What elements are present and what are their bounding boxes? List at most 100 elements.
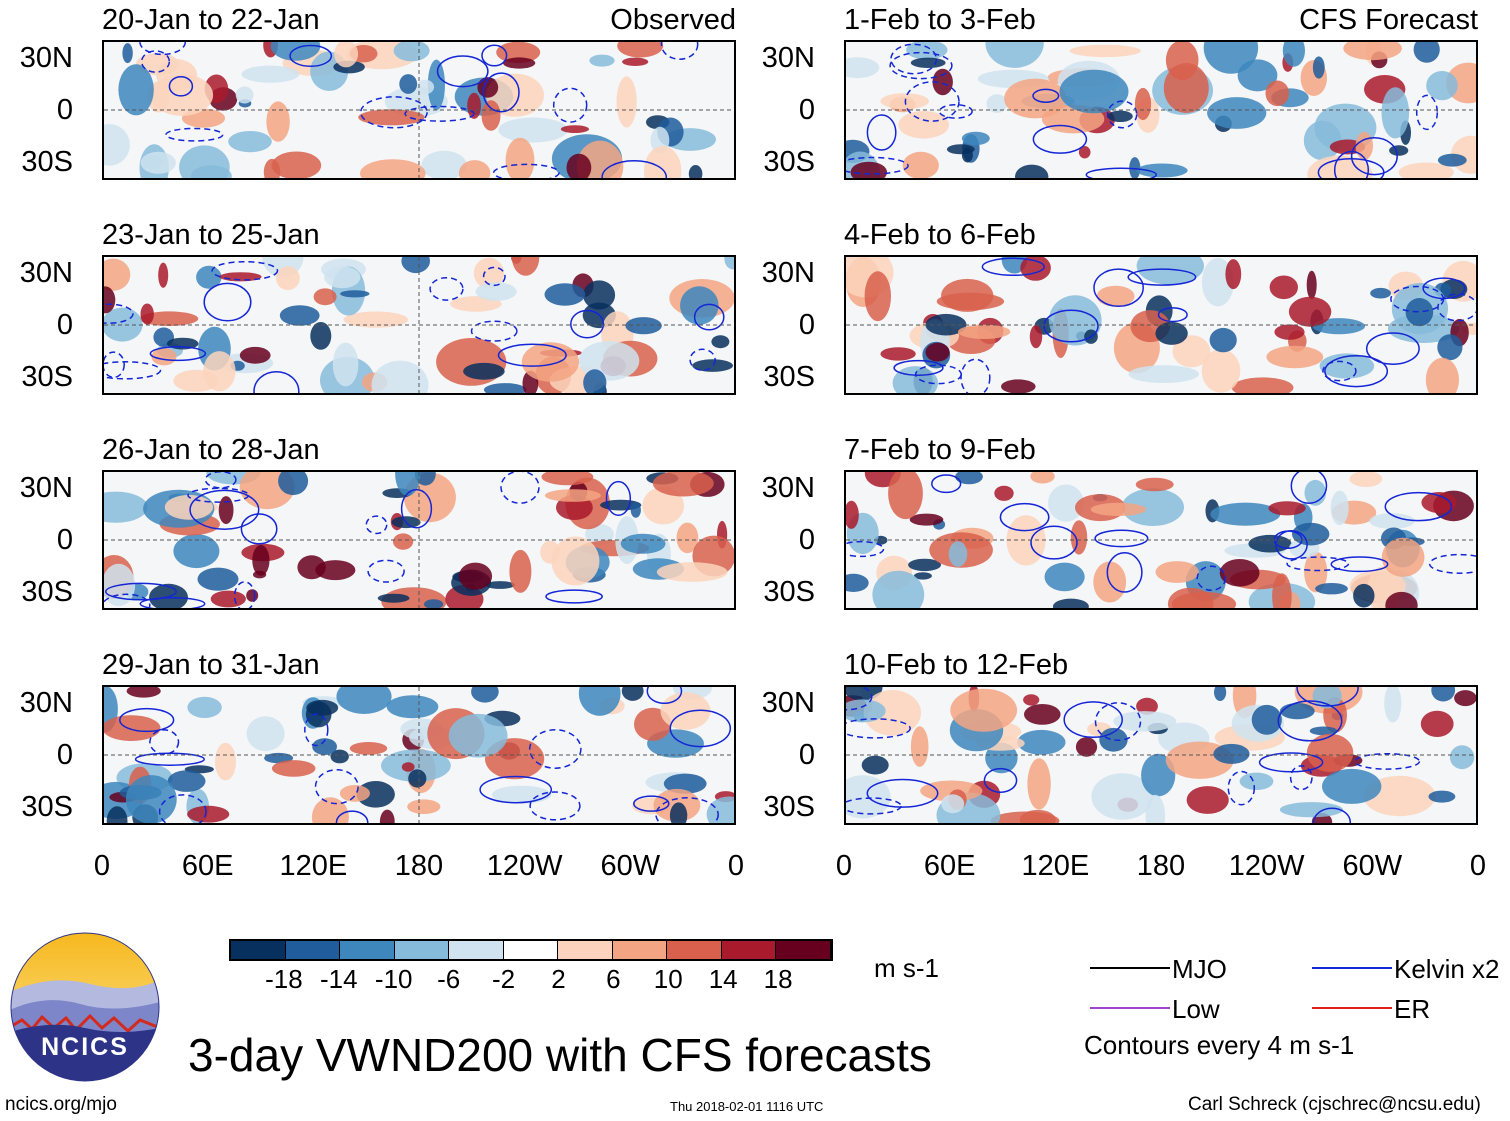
anomaly-blob: [496, 41, 541, 64]
anomaly-blob: [872, 570, 925, 619]
anomaly-blob: [1449, 745, 1475, 770]
anomaly-blob: [1266, 345, 1324, 369]
lat-label: 0: [798, 94, 815, 126]
anomaly-blob: [1306, 270, 1317, 300]
anomaly-blob: [1004, 78, 1067, 119]
anomaly-blob: [1369, 513, 1415, 529]
ncics-logo: [10, 932, 160, 1082]
anomaly-blob: [941, 278, 994, 312]
anomaly-blob: [241, 65, 300, 83]
anomaly-blob: [356, 781, 395, 808]
kelvin-contour: [240, 513, 278, 545]
lat-label: 0: [56, 94, 73, 126]
anomaly-blob: [680, 286, 719, 325]
kelvin-contour: [693, 303, 725, 331]
anomaly-blob: [711, 335, 730, 349]
anomaly-blob: [1024, 704, 1061, 725]
anomaly-blob: [473, 257, 504, 289]
anomaly-blob: [676, 522, 699, 554]
anomaly-blob: [551, 536, 600, 586]
kelvin-contour: [1384, 491, 1453, 522]
kelvin-contour: [102, 351, 125, 379]
anomaly-blob: [96, 258, 131, 291]
kelvin-contour: [1032, 88, 1060, 103]
anomaly-blob: [961, 131, 990, 146]
anomaly-blob: [436, 338, 507, 386]
anomaly-blob: [1001, 379, 1036, 394]
anomaly-blob: [1075, 737, 1098, 757]
lat-label: 30S: [21, 791, 73, 823]
anomaly-blob: [861, 755, 889, 775]
anomaly-blob: [1306, 733, 1354, 773]
anomaly-blob: [1096, 285, 1135, 307]
units-label: m s-1: [874, 953, 939, 983]
legend-label: Low: [1172, 994, 1220, 1024]
kelvin-contour: [1093, 268, 1144, 308]
kelvin-contour: [1258, 752, 1324, 773]
anomaly-blob: [407, 799, 441, 814]
anomaly-blob: [1078, 146, 1091, 159]
anomaly-blob: [844, 500, 859, 529]
anomaly-blob: [1029, 325, 1043, 349]
anomaly-blob: [125, 775, 177, 824]
colorbar-label: -2: [491, 964, 516, 994]
anomaly-blob: [1128, 365, 1199, 383]
lon-label: 120W: [486, 850, 563, 882]
kelvin-contour: [204, 470, 237, 489]
lat-label: 30N: [19, 257, 73, 289]
anomaly-blob: [541, 468, 594, 486]
colorbar-swatch: [285, 941, 341, 959]
anomaly-blob: [1413, 36, 1440, 63]
kelvin-contour: [1289, 765, 1313, 791]
anomaly-blob: [1330, 490, 1349, 526]
colorbar-label: 6: [606, 964, 621, 994]
kelvin-contour: [1277, 700, 1343, 742]
anomaly-blob: [1155, 321, 1188, 345]
anomaly-blob: [946, 144, 975, 155]
lon-label: 0: [727, 850, 745, 882]
anomaly-blob: [1274, 324, 1305, 340]
lat-label: 0: [56, 309, 73, 341]
anomaly-blob: [279, 305, 320, 326]
colorbar-label: -14: [320, 964, 358, 994]
anomaly-blob: [1135, 477, 1174, 492]
anomaly-blob: [140, 303, 154, 325]
anomaly-blob: [950, 688, 1018, 732]
anomaly-blob: [560, 125, 589, 133]
anomaly-blob: [1343, 36, 1402, 61]
anomaly-blob: [386, 695, 439, 719]
anomaly-blob: [330, 749, 349, 764]
lon-label: 60W: [1342, 850, 1403, 882]
anomaly-blob: [210, 590, 246, 608]
kelvin-contour: [1227, 770, 1256, 806]
anomaly-blob: [358, 109, 425, 126]
lat-label: 30N: [19, 42, 73, 74]
kelvin-contour: [889, 51, 953, 80]
anomaly-blob: [880, 347, 916, 361]
kelvin-contour: [1350, 137, 1398, 176]
anomaly-blob: [1069, 44, 1141, 58]
anomaly-blob: [1370, 287, 1391, 299]
kelvin-contour: [1094, 529, 1149, 548]
anomaly-blob: [1201, 349, 1241, 393]
lat-label: 0: [56, 524, 73, 556]
credit: Carl Schreck (cjschrec@ncsu.edu): [1188, 1094, 1481, 1115]
anomaly-blob: [1303, 120, 1342, 161]
anomaly-blob: [692, 359, 733, 372]
website-link[interactable]: ncics.org/mjo: [5, 1094, 117, 1115]
anomaly-blob: [1136, 163, 1188, 178]
anomaly-blob: [616, 76, 637, 128]
anomaly-blob: [910, 726, 929, 767]
anomaly-blob: [1272, 573, 1292, 620]
anomaly-blob: [486, 73, 544, 117]
anomaly-blob: [310, 322, 332, 350]
anomaly-blob: [313, 288, 337, 306]
anomaly-blob: [1048, 484, 1084, 522]
anomaly-blob: [235, 86, 254, 104]
colorbar-swatch: [340, 941, 395, 959]
anomaly-blob: [463, 362, 505, 380]
kelvin-contour: [890, 43, 938, 75]
kelvin-contour: [1324, 355, 1389, 388]
anomaly-blob: [140, 151, 176, 174]
anomaly-blob: [1209, 327, 1237, 353]
